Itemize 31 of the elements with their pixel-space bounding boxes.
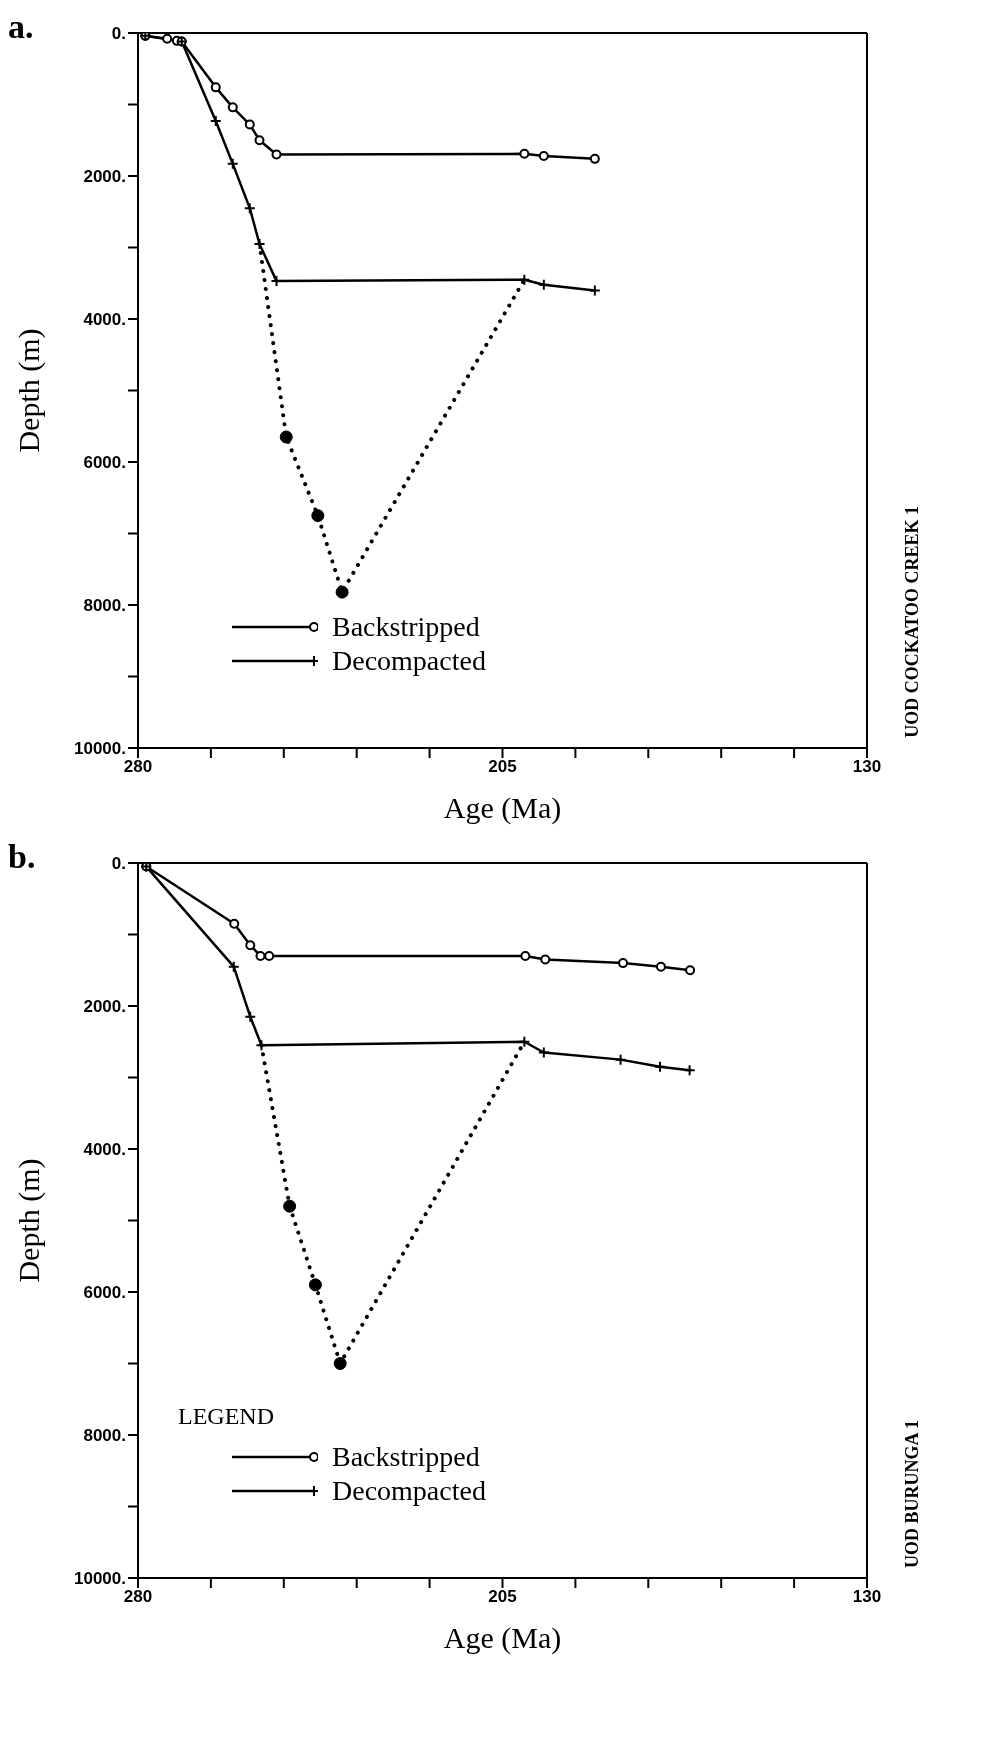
chart-title: b. (8, 838, 36, 876)
y-axis-title: Depth (m) (11, 1158, 46, 1283)
y-tick-label: 0. (111, 854, 126, 874)
x-tick-label: 130 (852, 1587, 882, 1607)
y-tick-label: 10000. (74, 739, 126, 759)
x-tick-label: 280 (123, 757, 153, 777)
x-tick-label: 205 (488, 1587, 517, 1607)
text: UOD BURUNGA 1 (902, 1419, 923, 1568)
y-tick-label: 2000. (83, 997, 126, 1017)
y-axis-title: Depth (m) (11, 328, 46, 453)
y-tick-label: 4000. (83, 310, 126, 330)
y-tick-label: 2000. (83, 167, 126, 187)
legend-label: Backstripped (332, 1440, 480, 1474)
legend-label: Decompacted (332, 1474, 486, 1508)
y-tick-label: 0. (111, 24, 126, 44)
legend-label: Backstripped (332, 610, 480, 644)
x-tick-label: 280 (123, 1587, 153, 1607)
x-axis-title: Age (Ma) (443, 1621, 562, 1655)
y-tick-label: 6000. (83, 453, 126, 473)
y-tick-label: 10000. (74, 1569, 126, 1589)
legend-title: LEGEND (178, 1403, 275, 1430)
y-tick-label: 8000. (83, 1426, 126, 1446)
chart-title: a. (8, 8, 34, 46)
y-tick-label: 4000. (83, 1140, 126, 1160)
y-tick-label: 6000. (83, 1283, 126, 1303)
x-tick-label: 205 (488, 757, 517, 777)
legend-label: Decompacted (332, 644, 486, 678)
y-tick-label: 8000. (83, 596, 126, 616)
x-tick-label: 130 (852, 757, 882, 777)
x-axis-title: Age (Ma) (443, 791, 562, 825)
text: UOD COCKATOO CREEK 1 (902, 506, 923, 738)
